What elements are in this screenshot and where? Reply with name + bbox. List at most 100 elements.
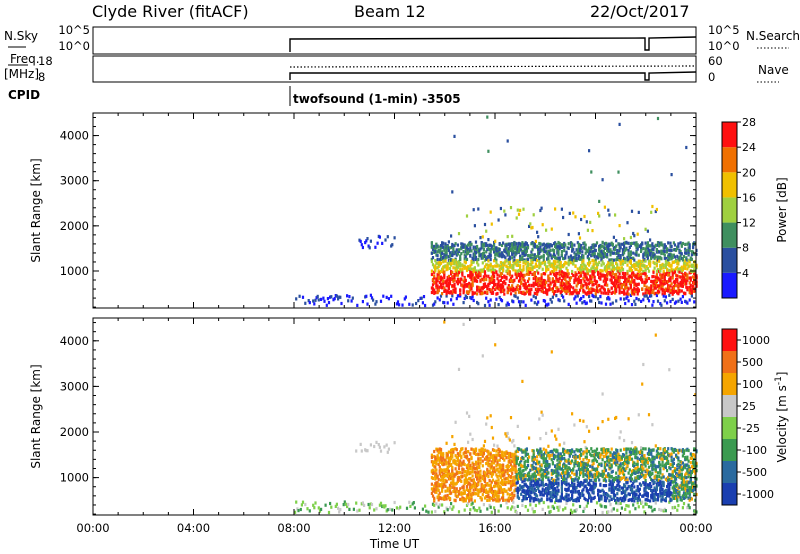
data-cell <box>447 287 450 291</box>
data-cell <box>532 466 535 471</box>
data-cell <box>487 483 490 487</box>
data-cell <box>597 270 600 274</box>
data-cell <box>509 463 513 467</box>
data-cell <box>616 251 619 255</box>
data-cell <box>490 246 493 250</box>
cpid-row: CPID twofsound (1-min) -3505 <box>8 86 461 106</box>
data-cell <box>563 474 566 478</box>
data-cell <box>586 272 589 276</box>
data-cell <box>545 280 548 284</box>
data-cell <box>481 493 484 497</box>
data-cell <box>495 449 498 453</box>
data-cell <box>592 283 595 287</box>
data-cell <box>482 503 485 507</box>
data-cell <box>457 467 461 471</box>
data-cell <box>450 272 453 276</box>
data-cell <box>498 274 501 278</box>
data-cell <box>488 496 491 500</box>
data-cell <box>450 491 453 495</box>
data-cell <box>536 455 539 459</box>
data-cell <box>537 478 540 482</box>
data-cell <box>567 255 570 259</box>
data-cell <box>486 286 489 291</box>
data-cell <box>530 483 533 487</box>
data-cell <box>368 506 371 510</box>
data-cell <box>500 243 504 247</box>
data-cell <box>636 272 639 276</box>
data-cell <box>451 294 454 298</box>
data-cell <box>635 276 638 280</box>
data-cell <box>526 279 530 283</box>
data-cell <box>642 264 645 268</box>
data-cell <box>600 301 603 305</box>
data-cell <box>505 247 508 251</box>
data-cell <box>431 471 435 475</box>
data-cell <box>610 250 613 254</box>
data-cell <box>640 275 643 279</box>
data-cell <box>350 299 353 303</box>
data-cell <box>482 451 485 455</box>
data-cell <box>560 284 563 288</box>
data-cell <box>685 145 688 150</box>
data-cell <box>468 281 471 285</box>
data-cell <box>554 478 557 482</box>
data-cell <box>384 238 387 242</box>
data-cell <box>669 288 672 292</box>
data-cell <box>474 240 478 244</box>
data-cell <box>563 249 566 253</box>
nave-trace <box>289 65 697 68</box>
data-cell <box>489 248 492 252</box>
data-cell <box>504 432 507 436</box>
data-cell <box>557 471 560 475</box>
data-cell <box>670 282 673 286</box>
data-cell <box>356 509 359 513</box>
data-cell <box>618 259 621 263</box>
data-cell <box>615 267 618 271</box>
data-cell <box>376 241 379 245</box>
data-cell <box>554 455 557 459</box>
station-title: Clyde River (fitACF) <box>92 2 249 21</box>
data-cell <box>454 287 457 291</box>
data-cell <box>531 253 534 257</box>
data-cell <box>526 264 530 268</box>
data-cell <box>454 259 457 263</box>
data-cell <box>624 277 627 281</box>
data-cell <box>530 480 533 484</box>
data-cell <box>487 274 490 278</box>
data-cell <box>461 461 464 465</box>
data-cell <box>567 259 570 263</box>
data-cell <box>557 452 560 456</box>
data-cell <box>575 258 578 262</box>
data-cell <box>625 277 628 281</box>
data-cell <box>586 278 589 282</box>
data-cell <box>694 281 697 286</box>
data-cell <box>479 450 482 454</box>
data-cell <box>645 275 648 279</box>
data-cell <box>598 214 601 218</box>
data-cell <box>445 460 448 464</box>
data-cell <box>512 475 515 479</box>
data-cell <box>566 269 569 273</box>
data-cell <box>569 476 573 480</box>
data-cell <box>477 302 480 306</box>
data-cell <box>448 473 452 477</box>
data-cell <box>461 471 464 475</box>
data-cell <box>602 262 605 266</box>
data-cell <box>455 280 458 284</box>
data-cell <box>525 286 528 290</box>
data-cell <box>682 266 686 270</box>
data-cell <box>500 255 504 259</box>
data-cell <box>580 448 583 452</box>
data-cell <box>462 250 465 254</box>
data-cell <box>503 292 506 296</box>
data-cell <box>546 252 549 256</box>
data-cell <box>632 271 635 275</box>
data-cell <box>578 456 582 460</box>
data-cell <box>386 450 389 454</box>
data-cell <box>606 277 609 281</box>
data-cell <box>369 293 372 297</box>
data-cell <box>686 273 689 277</box>
data-cell <box>457 463 461 467</box>
data-cell <box>649 252 652 256</box>
data-cell <box>633 278 636 282</box>
